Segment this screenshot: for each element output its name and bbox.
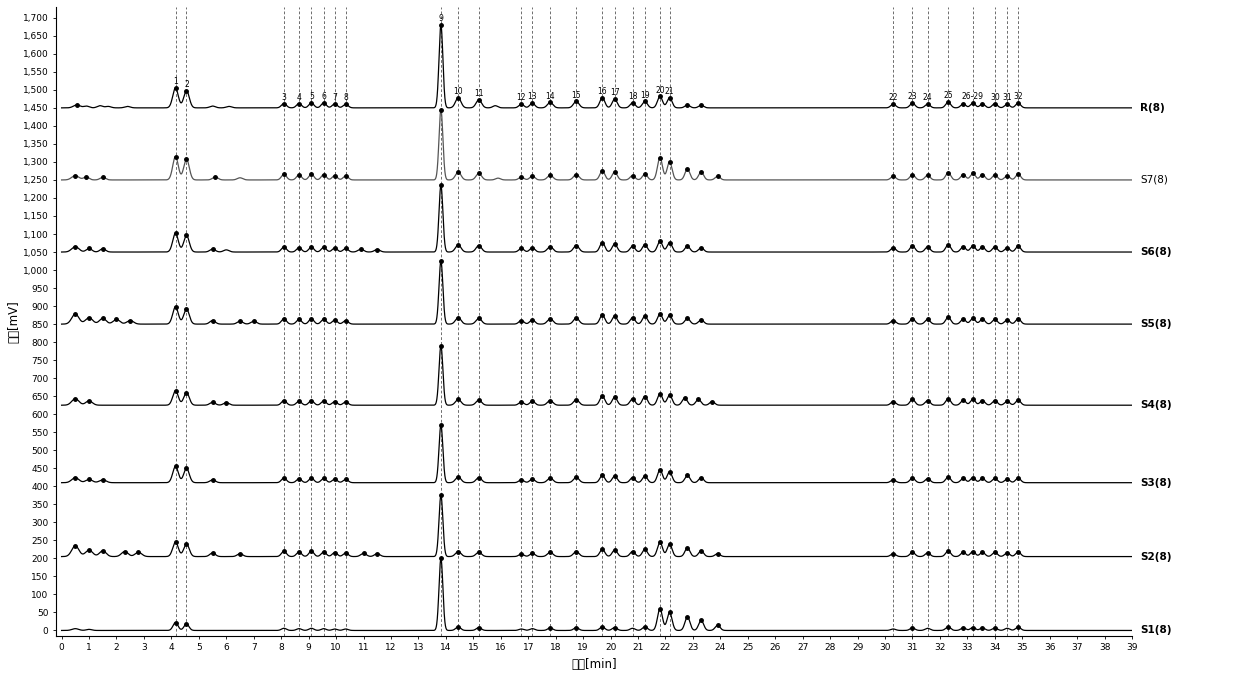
Text: 14: 14: [546, 92, 556, 100]
Text: 18: 18: [627, 92, 637, 101]
Text: S2(8): S2(8): [1141, 552, 1172, 561]
Text: 11: 11: [474, 89, 484, 98]
Text: 26-29: 26-29: [962, 92, 983, 102]
Text: 4: 4: [296, 93, 301, 102]
Text: S5(8): S5(8): [1141, 319, 1172, 329]
X-axis label: 时间[min]: 时间[min]: [572, 658, 618, 671]
Text: S3(8): S3(8): [1141, 478, 1172, 487]
Text: 13: 13: [527, 92, 537, 102]
Text: R(8): R(8): [1141, 103, 1166, 113]
Text: 17: 17: [610, 88, 620, 98]
Text: 19: 19: [640, 91, 650, 100]
Text: 10: 10: [454, 87, 463, 96]
Text: 20: 20: [655, 85, 665, 94]
Text: 16: 16: [598, 87, 608, 96]
Text: 15: 15: [572, 91, 582, 100]
Text: 23: 23: [908, 92, 918, 102]
Text: 5: 5: [309, 92, 314, 101]
Text: 30: 30: [990, 93, 999, 102]
Text: 6: 6: [321, 92, 326, 101]
Text: 24: 24: [923, 94, 932, 102]
Text: S1(8): S1(8): [1141, 625, 1172, 635]
Text: 32: 32: [1013, 92, 1023, 102]
Text: 25: 25: [944, 92, 954, 100]
Text: 7: 7: [332, 93, 337, 102]
Text: S7(8): S7(8): [1141, 175, 1168, 185]
Text: 12: 12: [517, 94, 526, 102]
Text: 2: 2: [184, 80, 188, 89]
Text: 21: 21: [665, 87, 675, 96]
Text: 1: 1: [174, 77, 177, 86]
Text: 3: 3: [281, 93, 286, 102]
Text: 8: 8: [343, 94, 348, 102]
Text: 22: 22: [889, 94, 898, 102]
Text: 9: 9: [439, 14, 444, 23]
Text: 31: 31: [1002, 94, 1012, 102]
Text: S6(8): S6(8): [1141, 247, 1172, 257]
Y-axis label: 信号[mV]: 信号[mV]: [7, 300, 20, 343]
Text: S4(8): S4(8): [1141, 400, 1172, 410]
